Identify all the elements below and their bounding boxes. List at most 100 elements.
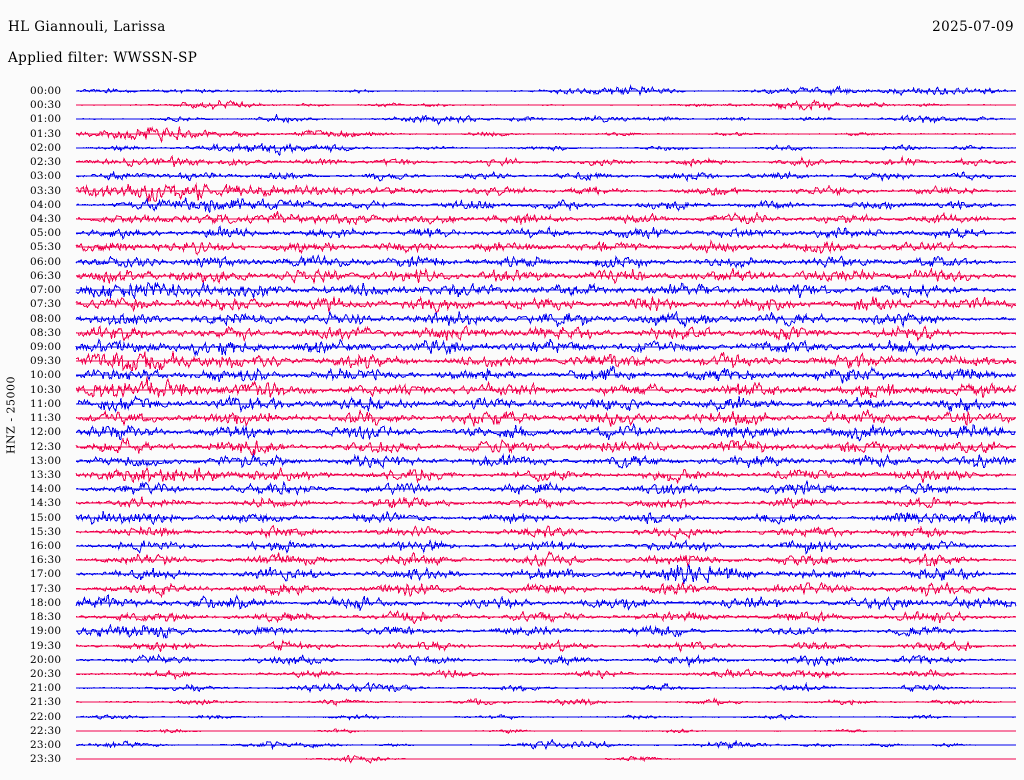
trace-row: 15:30 — [0, 518, 1024, 546]
seismic-trace — [76, 717, 1016, 745]
trace-row: 14:00 — [0, 475, 1024, 503]
seismic-trace — [76, 305, 1016, 333]
row-time-label: 14:30 — [30, 497, 62, 510]
seismic-trace — [76, 77, 1016, 105]
row-time-label: 00:00 — [30, 85, 62, 97]
trace-row: 01:30 — [0, 120, 1024, 148]
seismic-trace — [76, 319, 1016, 347]
seismic-trace — [76, 177, 1016, 205]
trace-row: 08:30 — [0, 319, 1024, 347]
row-time-label: 01:00 — [30, 113, 62, 126]
seismic-trace — [76, 489, 1016, 517]
row-time-label: 05:00 — [30, 227, 62, 240]
row-time-label: 08:30 — [30, 326, 62, 339]
trace-row: 07:30 — [0, 290, 1024, 318]
seismic-trace — [76, 262, 1016, 290]
seismic-trace — [76, 589, 1016, 617]
trace-row: 05:30 — [0, 233, 1024, 261]
row-time-label: 07:30 — [30, 298, 62, 311]
row-time-label: 03:00 — [30, 170, 62, 183]
seismic-trace — [76, 120, 1016, 148]
row-time-label: 04:00 — [30, 198, 62, 211]
trace-row: 05:00 — [0, 219, 1024, 247]
trace-row: 17:30 — [0, 575, 1024, 603]
row-time-label: 23:00 — [30, 739, 62, 752]
seismic-trace — [76, 105, 1016, 133]
seismic-trace — [76, 233, 1016, 261]
seismic-trace — [76, 191, 1016, 219]
seismic-trace — [76, 290, 1016, 318]
seismic-trace — [76, 745, 1016, 773]
row-time-label: 13:30 — [30, 468, 62, 481]
seismic-trace — [76, 361, 1016, 389]
trace-row: 13:30 — [0, 461, 1024, 489]
trace-row: 08:00 — [0, 305, 1024, 333]
trace-row: 22:00 — [0, 703, 1024, 731]
trace-row: 21:00 — [0, 674, 1024, 702]
row-time-label: 08:00 — [30, 312, 62, 325]
trace-row: 19:00 — [0, 617, 1024, 645]
seismic-trace — [76, 518, 1016, 546]
trace-row: 11:00 — [0, 390, 1024, 418]
row-time-label: 16:00 — [30, 540, 62, 553]
seismic-trace — [76, 532, 1016, 560]
row-time-label: 09:30 — [30, 355, 62, 368]
row-time-label: 05:30 — [30, 241, 62, 254]
seismic-trace — [76, 560, 1016, 588]
row-time-label: 21:30 — [30, 696, 62, 709]
trace-row: 03:30 — [0, 177, 1024, 205]
row-time-label: 12:00 — [30, 426, 62, 439]
seismic-trace — [76, 703, 1016, 731]
row-time-label: 22:00 — [30, 710, 62, 723]
seismic-trace — [76, 91, 1016, 119]
seismic-trace — [76, 433, 1016, 461]
seismic-trace — [76, 162, 1016, 190]
seismic-trace — [76, 660, 1016, 688]
trace-row: 00:30 — [0, 91, 1024, 119]
seismic-trace — [76, 731, 1016, 759]
row-time-label: 12:30 — [30, 440, 62, 453]
seismic-trace — [76, 475, 1016, 503]
trace-row: 13:00 — [0, 447, 1024, 475]
seismic-trace — [76, 134, 1016, 162]
seismic-trace — [76, 219, 1016, 247]
trace-row: 14:30 — [0, 489, 1024, 517]
trace-row: 12:00 — [0, 418, 1024, 446]
row-time-label: 07:00 — [30, 284, 62, 297]
seismic-trace — [76, 603, 1016, 631]
seismic-trace — [76, 276, 1016, 304]
seismic-trace — [76, 461, 1016, 489]
seismic-trace — [76, 447, 1016, 475]
row-time-label: 16:30 — [30, 554, 62, 567]
row-time-label: 11:30 — [30, 412, 62, 425]
seismic-trace — [76, 347, 1016, 375]
row-time-label: 14:00 — [30, 483, 62, 496]
row-time-label: 02:30 — [30, 156, 62, 169]
row-time-label: 11:00 — [30, 397, 62, 410]
seismic-trace — [76, 546, 1016, 574]
seismic-trace — [76, 148, 1016, 176]
trace-row: 10:30 — [0, 376, 1024, 404]
row-time-label: 09:00 — [30, 340, 62, 353]
seismic-trace — [76, 205, 1016, 233]
trace-row: 16:30 — [0, 546, 1024, 574]
row-time-label: 06:00 — [30, 255, 62, 268]
trace-row: 02:30 — [0, 148, 1024, 176]
row-time-label: 20:30 — [30, 668, 62, 681]
row-time-label: 00:30 — [30, 99, 62, 112]
row-time-label: 18:00 — [30, 596, 62, 609]
seismic-trace — [76, 333, 1016, 361]
trace-row: 18:00 — [0, 589, 1024, 617]
row-time-label: 15:00 — [30, 511, 62, 524]
row-time-label: 17:30 — [30, 582, 62, 595]
trace-row: 02:00 — [0, 134, 1024, 162]
trace-row: 07:00 — [0, 276, 1024, 304]
row-time-label: 10:30 — [30, 383, 62, 396]
seismic-trace — [76, 404, 1016, 432]
trace-row: 03:00 — [0, 162, 1024, 190]
row-time-label: 15:30 — [30, 525, 62, 538]
trace-row: 09:00 — [0, 333, 1024, 361]
trace-row: 10:00 — [0, 361, 1024, 389]
trace-row: 20:00 — [0, 646, 1024, 674]
row-time-label: 22:30 — [30, 724, 62, 737]
